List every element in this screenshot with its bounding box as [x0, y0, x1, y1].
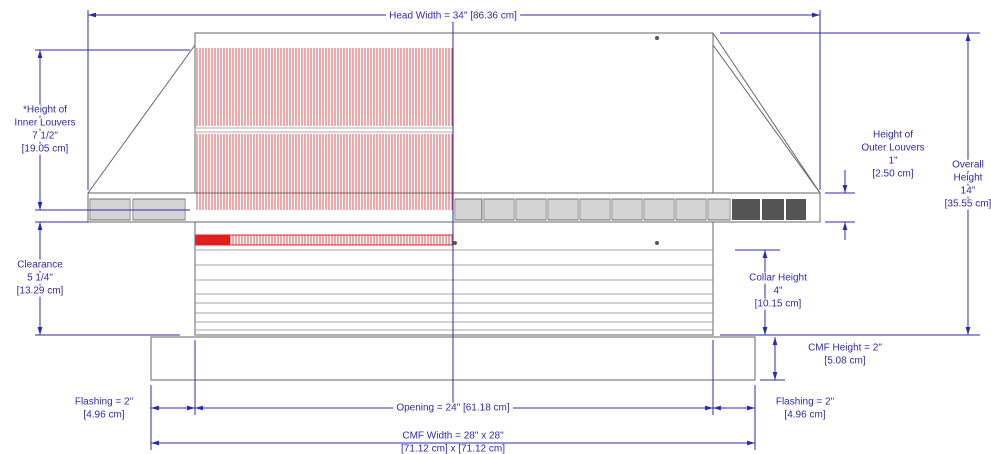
dimension-label: [2.50 cm] [872, 169, 913, 180]
label-background [751, 298, 805, 310]
dimension-label: Inner Louvers [14, 118, 75, 129]
dimension-label: [10.15 cm] [755, 299, 802, 310]
louver-slot [515, 198, 547, 221]
label-background [71, 396, 137, 408]
louver-band-fill [195, 235, 230, 245]
dimension-label: Overall [952, 160, 984, 171]
dimension-label: Height of [873, 130, 913, 141]
dimension-label: [4.96 cm] [784, 410, 825, 421]
label-background [781, 409, 829, 421]
label-background [14, 259, 67, 271]
louver-slot-dark [762, 199, 784, 220]
inner-louvers [194, 48, 454, 246]
label-background [398, 443, 509, 454]
dimension-label: Outer Louvers [861, 143, 924, 154]
louver-slot [483, 198, 515, 221]
label-background [29, 130, 62, 142]
louver-slot [611, 198, 643, 221]
label-background [858, 142, 928, 154]
louver-slot [643, 198, 675, 221]
louver-slot [675, 198, 707, 221]
dimension-label: 4" [773, 286, 783, 297]
louver-slot [547, 198, 579, 221]
dimension-label: 5 1/4" [27, 273, 53, 284]
dimension-label: Flashing = 2" [75, 397, 134, 408]
louver-slot-dark [786, 199, 806, 220]
fan-outline [87, 15, 821, 412]
dimension-label: Flashing = 2" [776, 397, 835, 408]
dimension-label: [5.08 cm] [824, 356, 865, 367]
label-background [950, 172, 986, 184]
label-background [949, 159, 987, 171]
dimension-label: [13.29 cm] [17, 286, 64, 297]
louver-slot [579, 198, 611, 221]
dimension-label: CMF Width = 28" x 28" [402, 431, 504, 442]
label-background [957, 185, 979, 197]
label-background [11, 117, 79, 129]
dimension-label: 7 1/2" [32, 131, 58, 142]
dimension-label: 1" [888, 156, 898, 167]
dimension-label: [19.05 cm] [22, 144, 69, 155]
label-background [80, 409, 128, 421]
label-background [885, 155, 901, 167]
dimension-label: *Height of [23, 105, 67, 116]
dimension-label: Clearance [17, 260, 63, 271]
dimension-label: [35.55 cm] [945, 199, 991, 210]
outer-louvers [89, 198, 806, 221]
label-background [13, 285, 67, 297]
label-background [772, 396, 838, 408]
label-background [869, 168, 917, 180]
label-background [941, 198, 991, 210]
label-background [770, 285, 786, 297]
dimension-label: Collar Height [749, 273, 807, 284]
label-background [386, 10, 521, 22]
collar-ribs [195, 249, 713, 331]
label-background [20, 104, 71, 116]
dimension-label: Height [954, 173, 983, 184]
dimension-label: Head Width = 34" [86.36 cm] [389, 11, 517, 22]
label-background [821, 355, 869, 367]
dimension-lines [35, 10, 980, 450]
label-background [805, 342, 886, 354]
label-background [399, 430, 508, 442]
label-background [869, 129, 917, 141]
dimension-label: 14" [961, 186, 976, 197]
dimension-labels: Head Width = 34" [86.36 cm] *Height of Inn… [11, 10, 991, 454]
dimension-label: CMF Height = 2" [808, 343, 882, 354]
dimension-label: [4.96 cm] [83, 410, 124, 421]
label-background [746, 272, 811, 284]
louver-slot [707, 198, 731, 221]
louver-band [194, 234, 454, 246]
dimension-label: Opening = 24" [61.18 cm] [396, 403, 510, 414]
label-background [18, 143, 72, 155]
dimension-label: [71.12 cm] x [71.12 cm] [401, 444, 505, 454]
label-background [24, 272, 57, 284]
louver-slot-dark [732, 199, 760, 220]
label-background [393, 402, 513, 414]
